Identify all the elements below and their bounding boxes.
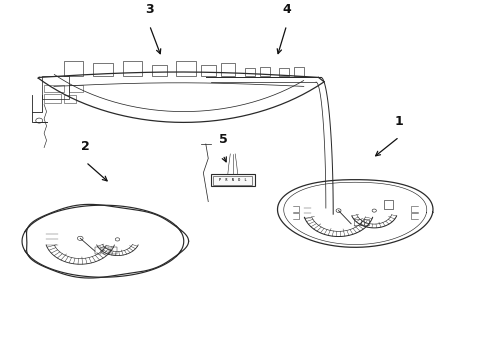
Bar <box>122 61 142 76</box>
Text: 4: 4 <box>282 3 291 16</box>
Bar <box>95 247 101 254</box>
Bar <box>103 247 109 254</box>
Bar <box>294 67 304 76</box>
Bar <box>152 65 167 76</box>
Bar <box>44 94 61 103</box>
Bar <box>176 61 196 76</box>
Bar <box>354 219 361 225</box>
Bar <box>279 68 289 76</box>
Bar <box>213 175 252 184</box>
Bar <box>42 76 69 99</box>
Bar <box>245 68 255 76</box>
Bar <box>384 200 393 209</box>
Bar <box>93 63 113 76</box>
Bar <box>220 63 235 76</box>
Bar <box>69 85 83 92</box>
Text: P  R  N  D  L: P R N D L <box>219 178 246 182</box>
Text: 3: 3 <box>145 3 154 16</box>
Bar <box>111 247 117 254</box>
Bar <box>64 95 76 103</box>
Bar <box>44 85 64 92</box>
Text: 1: 1 <box>395 115 404 128</box>
Text: 2: 2 <box>81 140 90 153</box>
Bar <box>211 174 255 186</box>
Text: 5: 5 <box>219 133 227 146</box>
Bar <box>365 219 369 225</box>
Bar <box>260 67 270 76</box>
Bar <box>64 61 83 76</box>
Bar <box>201 65 216 76</box>
